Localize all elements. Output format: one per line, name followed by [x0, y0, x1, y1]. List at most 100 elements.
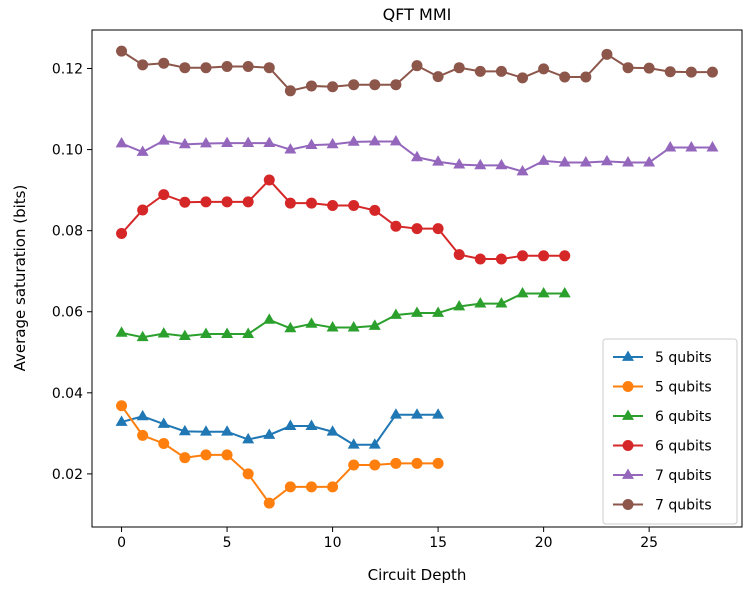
- chart-title: QFT MMI: [383, 5, 452, 24]
- data-point: [284, 197, 296, 209]
- data-point: [158, 57, 170, 69]
- data-point: [326, 321, 339, 332]
- data-point: [432, 71, 444, 83]
- data-point: [157, 134, 170, 145]
- legend: 5 qubits 5 qubits 6 qubits 6 qubits 7 qubits…: [602, 338, 738, 525]
- x-tick-label: 25: [640, 535, 658, 551]
- data-point: [664, 66, 676, 78]
- data-point: [495, 158, 508, 170]
- data-point: [116, 400, 128, 412]
- data-point: [390, 220, 402, 232]
- series-line: [121, 413, 439, 446]
- series-line: [121, 292, 565, 339]
- data-point: [137, 59, 149, 71]
- data-point: [432, 306, 445, 317]
- data-point: [538, 250, 550, 262]
- data-point: [453, 62, 465, 74]
- x-tick-label: 20: [535, 535, 553, 551]
- data-point: [115, 415, 128, 426]
- y-axis-label: Average saturation (bits): [11, 185, 29, 372]
- data-point: [200, 62, 212, 74]
- data-point: [411, 457, 423, 469]
- legend-label: 6 qubits: [655, 439, 712, 455]
- data-point: [221, 136, 234, 148]
- y-axis: 0.02 0.04 0.06 0.08 0.10 0.12: [52, 62, 92, 483]
- data-point: [495, 297, 508, 308]
- data-point: [537, 154, 550, 165]
- data-point: [242, 60, 254, 72]
- legend-item: 6 qubits: [613, 439, 712, 455]
- data-point: [326, 137, 339, 149]
- data-point: [643, 156, 656, 167]
- data-point: [369, 204, 381, 216]
- data-point: [389, 134, 402, 146]
- data-point: [136, 330, 149, 342]
- series-0: [115, 408, 445, 449]
- data-point: [115, 326, 128, 337]
- legend-label: 7 qubits: [655, 498, 712, 514]
- data-point: [284, 85, 296, 97]
- data-point: [221, 425, 234, 436]
- data-point: [158, 189, 170, 201]
- series-line: [120, 405, 439, 505]
- data-point: [368, 134, 381, 146]
- data-point: [136, 145, 149, 156]
- data-point: [179, 196, 191, 208]
- data-point: [538, 63, 550, 75]
- data-point: [558, 286, 571, 298]
- data-point: [199, 137, 212, 148]
- legend-label: 6 qubits: [655, 409, 712, 425]
- data-point: [432, 155, 445, 166]
- data-point: [221, 196, 233, 208]
- data-point: [348, 79, 360, 91]
- data-point: [200, 449, 212, 461]
- data-point: [136, 409, 149, 421]
- x-tick-label: 10: [324, 535, 342, 551]
- legend-box: [602, 338, 738, 525]
- data-point: [411, 223, 423, 235]
- x-axis: 0 5 10 15 20 25: [117, 527, 658, 551]
- data-point: [284, 481, 296, 493]
- data-point: [327, 481, 339, 493]
- data-point: [305, 419, 318, 430]
- data-point: [411, 306, 423, 317]
- data-point: [474, 253, 486, 265]
- series-line: [120, 178, 565, 261]
- data-point: [453, 249, 465, 261]
- data-point: [685, 141, 698, 152]
- data-point: [474, 65, 486, 77]
- data-point: [284, 321, 297, 333]
- data-point: [137, 429, 149, 441]
- data-point: [158, 437, 170, 449]
- data-point: [305, 197, 317, 209]
- data-point: [305, 317, 318, 328]
- legend-item: 6 qubits: [613, 409, 712, 425]
- x-tick-label: 15: [429, 535, 447, 551]
- data-point: [622, 156, 635, 167]
- legend-marker: [622, 350, 634, 361]
- data-point: [200, 196, 212, 208]
- x-tick-label: 5: [223, 535, 232, 551]
- data-point: [685, 66, 697, 78]
- x-axis-label: Circuit Depth: [368, 566, 467, 584]
- data-point: [199, 425, 212, 436]
- data-point: [221, 327, 234, 338]
- series-5: [116, 45, 718, 97]
- legend-item: 7 qubits: [613, 498, 712, 514]
- data-point: [116, 45, 128, 57]
- data-point: [706, 141, 719, 152]
- data-point: [600, 154, 613, 166]
- data-point: [411, 60, 423, 72]
- legend-marker: [622, 381, 634, 392]
- data-point: [389, 408, 402, 419]
- data-point: [453, 299, 466, 311]
- data-point: [179, 452, 191, 464]
- data-point: [558, 156, 571, 167]
- data-point: [453, 158, 466, 169]
- data-point: [495, 65, 507, 77]
- data-point: [305, 481, 317, 493]
- y-tick-label: 0.02: [52, 467, 83, 483]
- data-point: [369, 79, 381, 91]
- legend-marker: [622, 409, 634, 420]
